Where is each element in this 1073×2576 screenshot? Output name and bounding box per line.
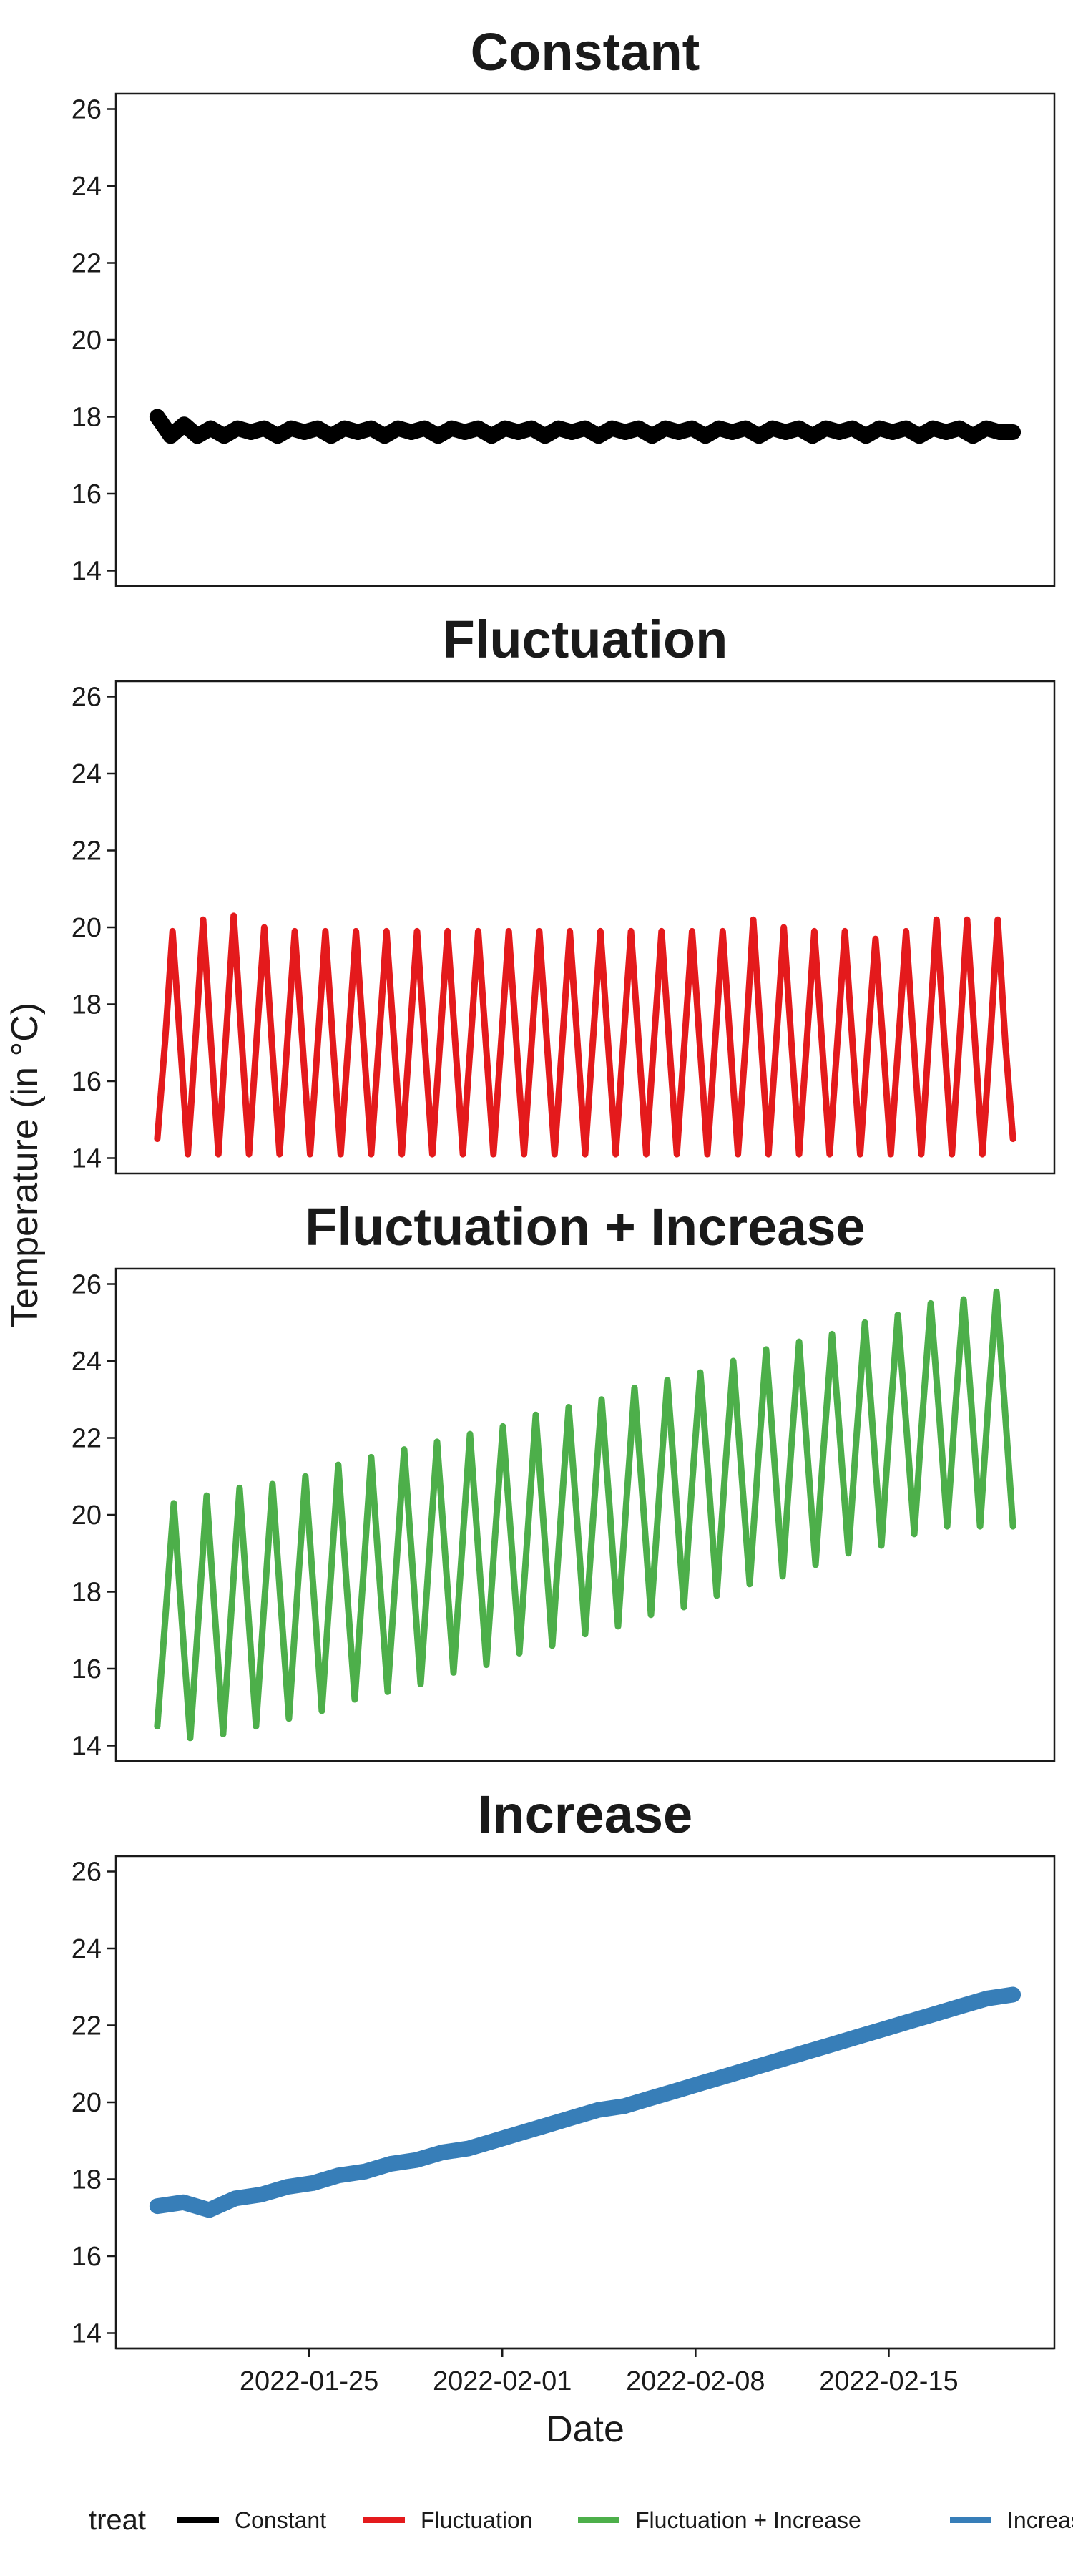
y-tick-label: 22 — [72, 2011, 102, 2041]
y-tick-label: 26 — [72, 1270, 102, 1300]
y-tick-label: 14 — [72, 1144, 102, 1174]
y-tick-label: 16 — [72, 1067, 102, 1097]
panel-title-fluctuation: Fluctuation — [443, 610, 728, 669]
x-axis-title: Date — [546, 2409, 624, 2450]
y-tick-label: 20 — [72, 913, 102, 943]
x-tick-label: 2022-02-01 — [433, 2366, 572, 2396]
panels: Constant 14 16 18 20 22 24 26 Fluctuation 14 16 18 2… — [72, 22, 1056, 2350]
panel-title-increase: Increase — [478, 1785, 692, 1844]
series-line-fluctuation — [154, 912, 1016, 1158]
y-tick-label: 24 — [72, 1347, 102, 1377]
panel-increase: Increase 14 16 18 20 22 24 26 — [72, 1785, 1056, 2350]
x-tick-label: 2022-02-08 — [626, 2366, 765, 2396]
y-tick-label: 16 — [72, 2242, 102, 2272]
panel-fluctuation-increase: Fluctuation + Increase 14 16 18 20 22 24 26 — [72, 1197, 1056, 1762]
y-tick-label: 24 — [72, 759, 102, 789]
series-line-increase — [149, 1986, 1021, 2218]
panel-frame — [114, 680, 1056, 1175]
y-tick-label: 18 — [72, 2165, 102, 2195]
series-line-fluctuation-increase — [154, 1288, 1016, 1742]
y-tick-label: 20 — [72, 326, 102, 356]
panel-frame — [114, 92, 1056, 587]
y-axis-title: Temperature (in °C) — [4, 1002, 46, 1327]
y-tick-label: 14 — [72, 557, 102, 587]
y-tick-label: 24 — [72, 1934, 102, 1964]
legend-title: treat — [89, 2504, 146, 2536]
panel-frame — [114, 1855, 1056, 2350]
x-tick-label: 2022-02-15 — [819, 2366, 958, 2396]
panel-constant: Constant 14 16 18 20 22 24 26 — [72, 22, 1056, 587]
series-line-constant — [149, 409, 1021, 444]
legend-label-fluctuation: Fluctuation — [421, 2507, 533, 2533]
legend: treat Constant Fluctuation Fluctuation + I… — [89, 2504, 1073, 2536]
y-tick-label: 26 — [72, 1858, 102, 1888]
y-tick-label: 18 — [72, 990, 102, 1020]
y-tick-label: 16 — [72, 1654, 102, 1684]
y-tick-label: 22 — [72, 249, 102, 279]
x-axis: 2022-01-25 2022-02-01 2022-02-08 2022-02-15 — [116, 2347, 1054, 2396]
y-tick-label: 24 — [72, 172, 102, 202]
y-tick-label: 22 — [72, 1424, 102, 1454]
legend-label-constant: Constant — [235, 2507, 326, 2533]
y-tick-label: 14 — [72, 2319, 102, 2349]
panel-fluctuation: Fluctuation 14 16 18 20 22 24 26 — [72, 610, 1056, 1175]
x-tick-label: 2022-01-25 — [240, 2366, 378, 2396]
legend-label-fluctuation-increase: Fluctuation + Increase — [635, 2507, 861, 2533]
y-tick-label: 20 — [72, 1501, 102, 1531]
panel-title-constant: Constant — [471, 22, 700, 82]
y-tick-label: 18 — [72, 1578, 102, 1608]
y-tick-label: 18 — [72, 403, 102, 433]
legend-label-increase: Increase — [1007, 2507, 1073, 2533]
y-tick-label: 22 — [72, 836, 102, 867]
y-tick-label: 20 — [72, 2088, 102, 2118]
y-tick-label: 26 — [72, 683, 102, 713]
y-tick-label: 14 — [72, 1732, 102, 1762]
y-tick-label: 16 — [72, 479, 102, 509]
y-tick-label: 26 — [72, 95, 102, 125]
panel-title-fluctuation-increase: Fluctuation + Increase — [305, 1197, 865, 1257]
